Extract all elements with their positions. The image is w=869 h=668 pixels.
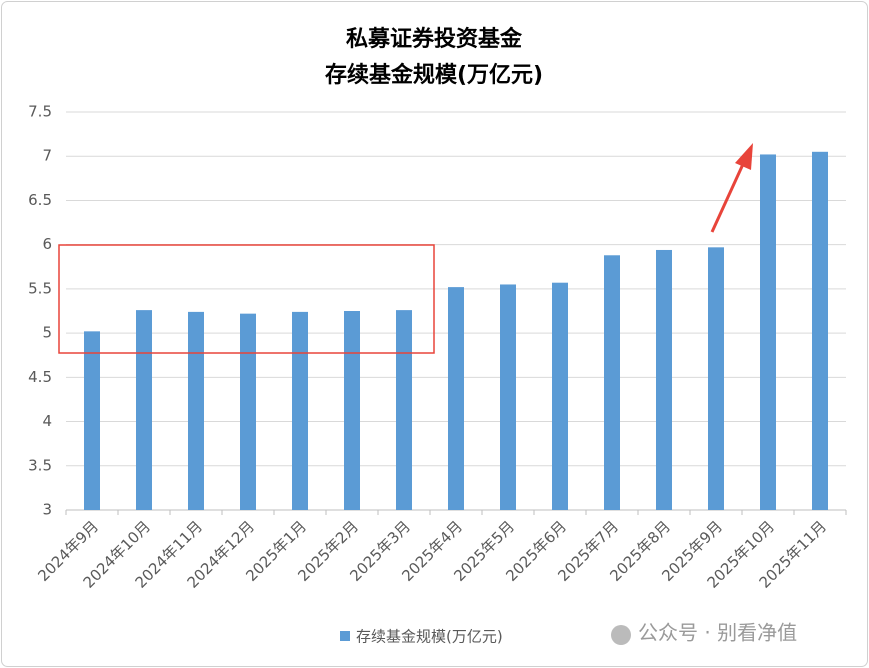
chart-title: 私募证券投资基金	[346, 26, 523, 52]
y-tick-label: 6	[42, 235, 52, 253]
bar	[84, 331, 100, 510]
legend-label: 存续基金规模(万亿元)	[356, 628, 503, 646]
arrow-head	[735, 143, 753, 170]
y-tick-label: 3.5	[28, 456, 52, 474]
watermark-icon	[611, 625, 631, 645]
arrow-shaft	[710, 161, 746, 233]
y-tick-label: 5.5	[28, 279, 52, 297]
y-tick-label: 7.5	[28, 103, 52, 121]
bar	[708, 247, 724, 510]
bar	[448, 287, 464, 510]
watermark: 公众号 · 别看净值	[638, 621, 797, 645]
bar	[500, 284, 516, 510]
y-tick-label: 5	[42, 324, 52, 342]
highlight-box	[58, 244, 435, 354]
bar	[136, 310, 152, 510]
bar	[240, 313, 256, 510]
bar	[604, 255, 620, 510]
bar	[760, 154, 776, 510]
chart-subtitle: 存续基金规模(万亿元)	[325, 62, 543, 88]
y-tick-label: 4	[42, 412, 52, 430]
y-tick-label: 3	[42, 501, 52, 519]
bar	[552, 282, 568, 510]
bar	[188, 311, 204, 510]
bar	[396, 310, 412, 510]
bar	[812, 151, 828, 511]
bar	[344, 311, 360, 510]
bar	[292, 311, 308, 510]
y-tick-label: 7	[42, 147, 52, 165]
y-tick-label: 6.5	[28, 191, 52, 209]
y-tick-label: 4.5	[28, 368, 52, 386]
legend-swatch	[340, 631, 350, 641]
bar	[656, 249, 672, 510]
